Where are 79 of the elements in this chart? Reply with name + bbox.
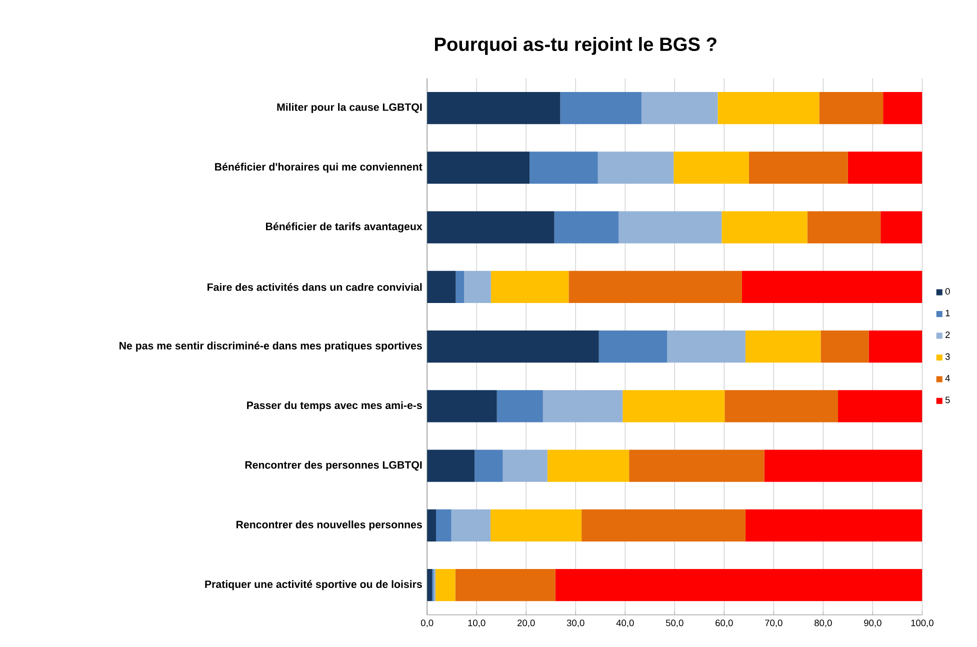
x-tick-label: 30,0 — [566, 620, 584, 628]
chart-title: Pourquoi as-tu rejoint le BGS ? — [435, 37, 716, 55]
y-tick-label: Passer du temps avec mes ami-e-s — [247, 401, 422, 412]
x-tick-label: 10,0 — [468, 620, 486, 628]
bar — [436, 569, 456, 602]
bar — [667, 330, 746, 363]
x-tick-label: 70,0 — [765, 620, 782, 628]
bar — [883, 92, 922, 124]
bar — [547, 450, 630, 482]
bar — [598, 330, 668, 363]
bar — [880, 211, 922, 244]
legend-label: 1 — [946, 310, 950, 316]
bar — [427, 450, 475, 482]
bar — [848, 152, 922, 184]
y-tick-label: Militer pour la cause LGBTQI — [277, 103, 422, 113]
bar — [427, 92, 560, 124]
bar — [427, 270, 456, 303]
bar — [530, 152, 598, 184]
bar — [745, 330, 821, 363]
bar — [641, 92, 718, 124]
bar — [820, 330, 869, 363]
y-tick-label: Faire des activités dans un cadre convivial — [208, 282, 422, 291]
x-tick-label: 20,0 — [518, 620, 535, 628]
bar — [554, 211, 619, 244]
bar — [542, 390, 623, 422]
y-tick-label: Bénéficier d'horaires qui me conviennent — [215, 162, 422, 173]
bar — [464, 270, 491, 303]
bar — [598, 152, 674, 184]
x-tick-label: 60,0 — [716, 620, 733, 628]
bar — [629, 450, 764, 482]
legend-label: 5 — [945, 396, 950, 404]
legend-label: 3 — [945, 353, 950, 360]
y-tick-label: Pratiquer une activité sportive ou de loisirs — [205, 580, 422, 590]
bar — [745, 509, 922, 542]
bar — [490, 509, 582, 542]
bar — [722, 211, 808, 244]
bar — [819, 92, 884, 124]
x-tick-label: 80,0 — [814, 620, 832, 628]
bar — [427, 152, 530, 184]
bar — [427, 211, 554, 244]
bar — [560, 92, 642, 124]
bar — [427, 569, 432, 602]
bar — [568, 270, 742, 303]
bar — [456, 270, 464, 303]
bar — [427, 390, 497, 422]
bar — [496, 390, 543, 422]
bar — [427, 509, 436, 542]
bar — [838, 390, 922, 422]
y-tick-label: Bénéficier de tarifs avantageux — [266, 222, 422, 232]
y-tick-label: Rencontrer des personnes LGBTQI — [245, 460, 422, 471]
bar — [764, 450, 922, 482]
x-tick-label: 40,0 — [616, 620, 634, 628]
legend-label: 4 — [945, 375, 950, 382]
x-tick-label: 90,0 — [864, 620, 882, 628]
bar — [436, 509, 452, 542]
y-tick-label: Rencontrer des nouvelles personnes — [236, 520, 422, 530]
x-tick-label: 100,0 — [911, 620, 934, 628]
bar — [502, 450, 548, 482]
bar — [582, 509, 746, 542]
bar — [748, 152, 848, 184]
bar — [455, 569, 556, 602]
bar — [718, 92, 820, 124]
legend-label: 2 — [946, 332, 950, 338]
bar — [622, 390, 725, 422]
bar — [674, 152, 749, 184]
bar — [724, 390, 838, 422]
bar — [555, 569, 922, 602]
bar — [807, 211, 881, 244]
x-tick-label: 50,0 — [666, 620, 684, 628]
legend-label: 0 — [945, 288, 950, 295]
bar — [451, 509, 490, 542]
bar — [474, 450, 503, 482]
y-tick-label: Ne pas me sentir discriminé-e dans mes pratiques sportives — [120, 342, 422, 352]
bar — [490, 270, 569, 303]
bar — [618, 211, 722, 244]
bar — [868, 330, 922, 363]
x-tick-label: 0,0 — [420, 620, 434, 628]
bar — [427, 330, 599, 363]
bar — [742, 270, 922, 303]
